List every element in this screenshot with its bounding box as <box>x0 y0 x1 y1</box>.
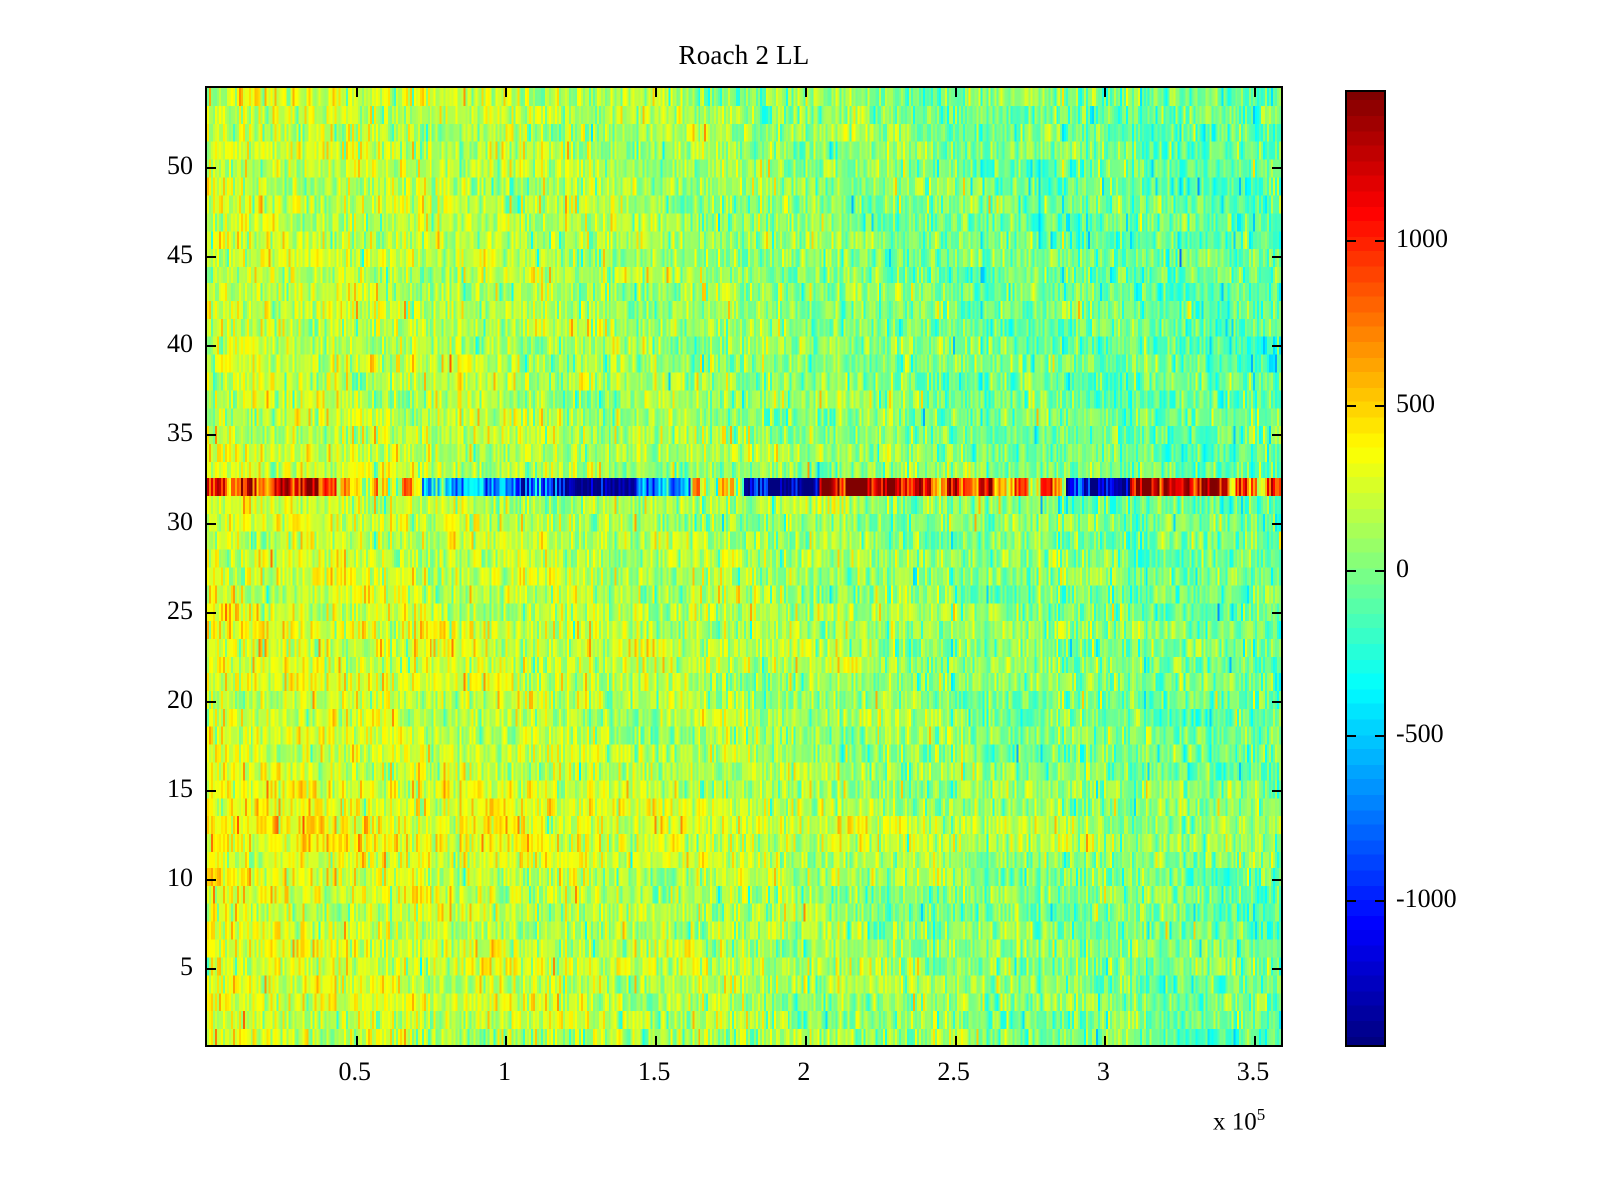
y-tick-mark <box>1272 256 1281 259</box>
y-tick-label: 10 <box>167 862 193 892</box>
y-tick-mark <box>1272 345 1281 348</box>
y-tick-mark <box>207 167 216 170</box>
y-tick-mark <box>1272 434 1281 437</box>
y-tick-mark <box>207 345 216 348</box>
colorbar-tick-label: 500 <box>1396 388 1435 418</box>
x-tick-mark <box>1104 88 1107 97</box>
y-tick-mark <box>207 967 216 970</box>
colorbar-tick-label: -500 <box>1396 718 1444 748</box>
x-tick-label: 2.5 <box>937 1057 970 1086</box>
x-tick-label: 1.5 <box>637 1057 671 1086</box>
colorbar-tick-mark <box>1347 734 1356 737</box>
colorbar-tick-label: -1000 <box>1396 883 1457 913</box>
y-tick-label: 30 <box>167 507 193 536</box>
y-tick-mark <box>1272 523 1281 525</box>
x-tick-mark <box>1254 88 1257 97</box>
x-tick-mark <box>804 1036 807 1045</box>
x-tick-mark <box>1254 1036 1257 1045</box>
x-tick-label: 1 <box>497 1057 511 1086</box>
y-tick-label: 15 <box>167 773 193 803</box>
y-tick-label: 50 <box>167 151 193 181</box>
y-tick-mark <box>1272 167 1281 170</box>
x-tick-mark <box>954 88 957 97</box>
x-tick-mark <box>355 1036 358 1045</box>
x-tick-mark <box>954 1036 957 1045</box>
x-tick-mark <box>655 1036 658 1045</box>
y-tick-mark <box>1272 789 1281 792</box>
y-tick-mark <box>207 611 216 614</box>
colorbar-gradient <box>1347 92 1384 1045</box>
y-tick-mark <box>207 700 216 703</box>
x-exponent-power: 5 <box>1256 1105 1266 1124</box>
colorbar-tick-mark <box>1375 899 1384 902</box>
colorbar-tick-mark <box>1375 239 1384 242</box>
y-tick-label: 45 <box>167 240 193 270</box>
y-tick-mark <box>1272 700 1281 703</box>
x-tick-mark <box>655 88 658 97</box>
colorbar-tick-label: 1000 <box>1396 223 1448 253</box>
y-tick-mark <box>1272 967 1281 970</box>
x-tick-label: 3 <box>1096 1057 1110 1086</box>
x-tick-mark <box>505 1036 508 1045</box>
y-tick-mark <box>207 256 216 259</box>
y-tick-label: 25 <box>167 595 193 625</box>
colorbar[interactable] <box>1345 90 1386 1047</box>
colorbar-tick-mark <box>1375 734 1384 737</box>
colorbar-tick-mark <box>1347 239 1356 242</box>
heatmap-axes[interactable] <box>205 86 1283 1047</box>
colorbar-tick-mark <box>1347 899 1356 902</box>
colorbar-tick-mark <box>1375 569 1384 572</box>
y-tick-label: 35 <box>167 418 193 448</box>
x-tick-label: 2 <box>797 1057 811 1086</box>
y-tick-mark <box>1272 611 1281 614</box>
x-tick-mark <box>1104 1036 1107 1045</box>
y-tick-mark <box>207 878 216 881</box>
x-tick-mark <box>804 88 807 97</box>
y-tick-mark <box>207 523 216 525</box>
x-tick-label: 3.5 <box>1236 1057 1270 1086</box>
colorbar-tick-label: 0 <box>1396 553 1409 583</box>
x-tick-label: 0.5 <box>338 1057 371 1086</box>
page-title: Roach 2 LL <box>678 40 810 70</box>
y-tick-label: 5 <box>180 951 193 981</box>
y-tick-mark <box>207 434 216 437</box>
y-tick-label: 20 <box>167 684 193 714</box>
y-tick-mark <box>1272 878 1281 881</box>
heatmap-image <box>207 88 1281 1045</box>
x-tick-mark <box>355 88 358 97</box>
x-axis-exponent-label: x 105 <box>1213 1105 1265 1136</box>
y-tick-mark <box>207 789 216 792</box>
colorbar-tick-mark <box>1347 569 1356 572</box>
colorbar-tick-mark <box>1347 404 1356 407</box>
x-tick-mark <box>505 88 508 97</box>
y-tick-label: 40 <box>167 329 193 359</box>
x-exponent-base: x 10 <box>1213 1108 1257 1136</box>
colorbar-tick-mark <box>1375 404 1384 407</box>
